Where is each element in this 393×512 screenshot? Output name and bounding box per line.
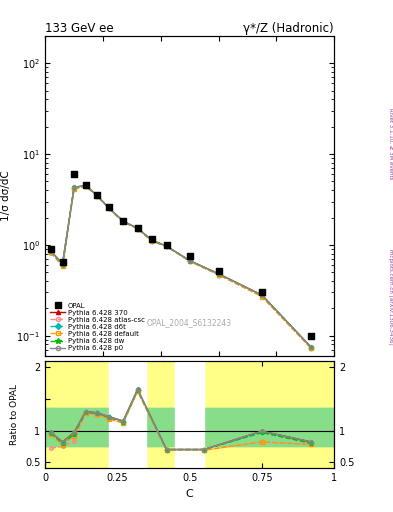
Text: γ*/Z (Hadronic): γ*/Z (Hadronic) xyxy=(243,22,334,35)
Point xyxy=(106,203,112,211)
Point xyxy=(149,235,155,243)
Text: 133 GeV ee: 133 GeV ee xyxy=(45,22,114,35)
Point xyxy=(94,191,100,200)
Point xyxy=(308,332,314,340)
Point xyxy=(215,267,222,275)
Text: OPAL_2004_S6132243: OPAL_2004_S6132243 xyxy=(147,318,232,327)
Bar xyxy=(109,361,146,468)
Bar xyxy=(45,409,334,446)
Point xyxy=(59,258,66,266)
Text: mcplots.cern.ch [arXiv:1306.3436]: mcplots.cern.ch [arXiv:1306.3436] xyxy=(388,249,393,345)
Point xyxy=(259,288,265,296)
Point xyxy=(134,223,141,231)
Point xyxy=(71,169,77,178)
Point xyxy=(83,181,89,189)
Bar xyxy=(45,409,334,446)
X-axis label: C: C xyxy=(186,489,193,499)
Bar xyxy=(109,361,146,468)
Point xyxy=(163,241,170,249)
Bar xyxy=(175,361,204,468)
Point xyxy=(48,245,54,253)
Legend: OPAL, Pythia 6.428 370, Pythia 6.428 atlas-csc, Pythia 6.428 d6t, Pythia 6.428 d: OPAL, Pythia 6.428 370, Pythia 6.428 atl… xyxy=(49,302,147,352)
Y-axis label: Ratio to OPAL: Ratio to OPAL xyxy=(10,384,19,445)
Text: Rivet 3.1.10, ≥ 3M events: Rivet 3.1.10, ≥ 3M events xyxy=(388,108,393,179)
Bar xyxy=(175,361,204,468)
Point xyxy=(120,217,126,225)
Y-axis label: 1/σ dσ/dC: 1/σ dσ/dC xyxy=(1,170,11,221)
Point xyxy=(187,252,193,260)
